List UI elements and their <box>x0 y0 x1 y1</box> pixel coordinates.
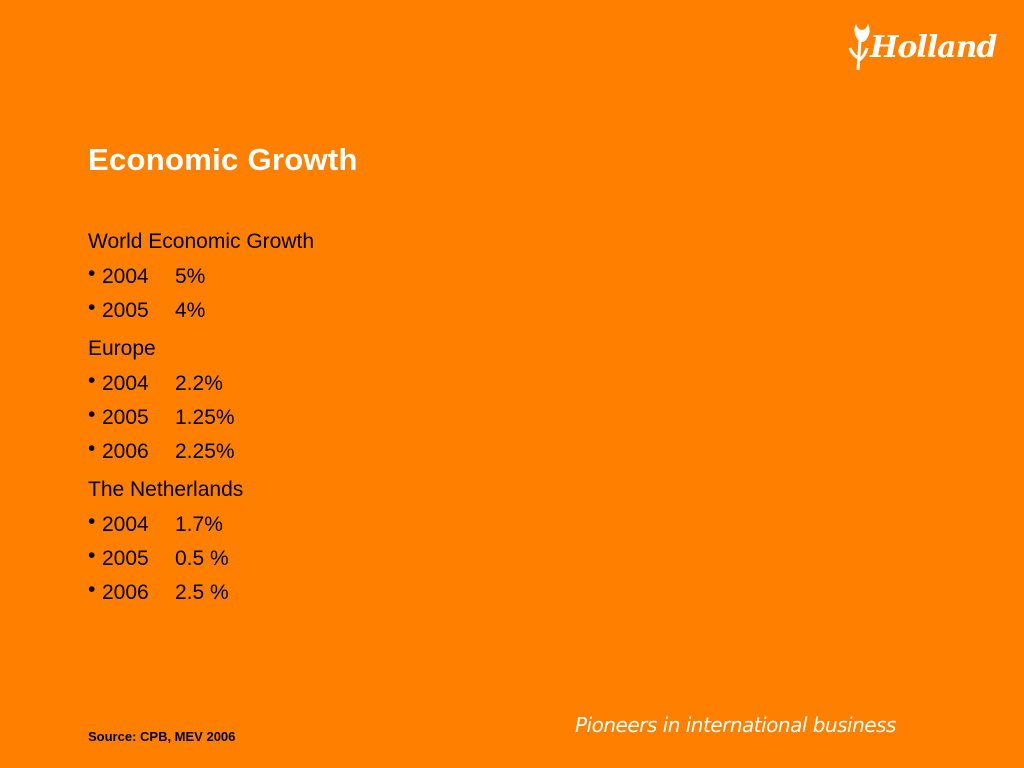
section-world: World Economic Growth • 2004 5% • 2005 4% <box>88 229 688 324</box>
logo-wordmark: Holland <box>870 30 997 65</box>
item-year: 2006 <box>102 440 149 463</box>
item-value: 4% <box>175 299 206 322</box>
item-year: 2005 <box>102 547 149 570</box>
item-value: 0.5 % <box>175 547 229 570</box>
item-year: 2004 <box>102 372 149 395</box>
item-year: 2004 <box>102 513 149 536</box>
bullet-icon: • <box>88 437 96 460</box>
bullet-icon: • <box>88 262 96 285</box>
item-year: 2005 <box>102 406 149 429</box>
holland-logo: Holland <box>846 14 1002 74</box>
item-year: 2006 <box>102 581 149 604</box>
list-item: • 2006 2.25% <box>88 437 688 465</box>
section-heading: World Economic Growth <box>88 230 315 253</box>
bullet-icon: • <box>88 403 96 426</box>
item-value: 2.5 % <box>175 581 229 604</box>
bullet-icon: • <box>88 544 96 567</box>
growth-list: World Economic Growth • 2004 5% • 2005 4% … <box>88 229 688 618</box>
list-item: • 2004 1.7% <box>88 510 688 538</box>
item-value: 1.25% <box>175 406 235 429</box>
list-item: • 2005 1.25% <box>88 403 688 431</box>
bullet-icon: • <box>88 510 96 533</box>
source-note: Source: CPB, MEV 2006 <box>88 729 236 744</box>
section-heading: The Netherlands <box>88 478 244 501</box>
section-heading: Europe <box>88 337 156 360</box>
list-item: • 2005 4% <box>88 296 688 324</box>
bullet-icon: • <box>88 369 96 392</box>
item-year: 2004 <box>102 265 149 288</box>
section-netherlands: The Netherlands • 2004 1.7% • 2005 0.5 % •… <box>88 477 688 606</box>
list-item: • 2005 0.5 % <box>88 544 688 572</box>
item-value: 5% <box>175 265 206 288</box>
item-value: 2.25% <box>175 440 235 463</box>
tulip-icon <box>848 24 870 71</box>
section-europe: Europe • 2004 2.2% • 2005 1.25% • 2006 2.25… <box>88 336 688 465</box>
item-year: 2005 <box>102 299 149 322</box>
tagline: Pioneers in international business <box>575 713 896 737</box>
item-value: 1.7% <box>175 513 223 536</box>
list-item: • 2006 2.5 % <box>88 578 688 606</box>
list-item: • 2004 2.2% <box>88 369 688 397</box>
bullet-icon: • <box>88 578 96 601</box>
bullet-icon: • <box>88 296 96 319</box>
item-value: 2.2% <box>175 372 223 395</box>
list-item: • 2004 5% <box>88 262 688 290</box>
page-title: Economic Growth <box>88 142 358 177</box>
